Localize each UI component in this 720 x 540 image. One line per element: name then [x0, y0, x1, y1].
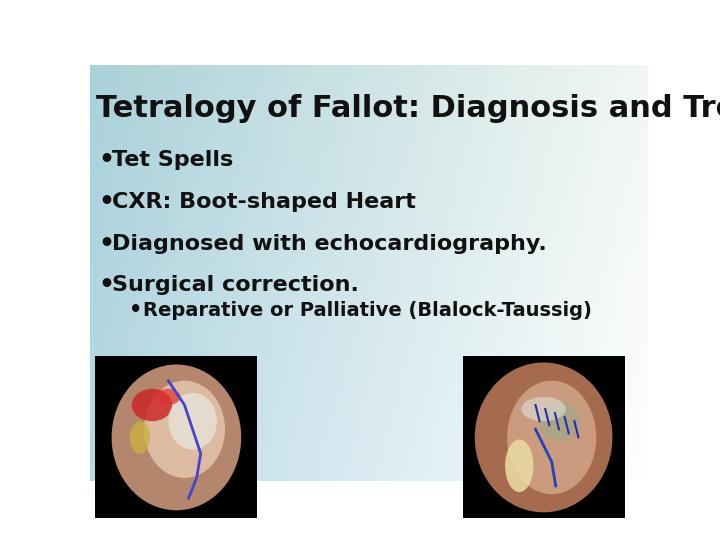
- Ellipse shape: [505, 440, 534, 492]
- Text: Surgical correction.: Surgical correction.: [112, 275, 359, 295]
- Text: Reparative or Palliative (Blalock-Taussig): Reparative or Palliative (Blalock-Taussi…: [143, 301, 592, 320]
- Ellipse shape: [521, 397, 566, 421]
- Text: Tetralogy of Fallot: Diagnosis and Treatment: Tetralogy of Fallot: Diagnosis and Treat…: [96, 94, 720, 123]
- Text: •: •: [99, 148, 114, 172]
- Ellipse shape: [130, 421, 150, 454]
- Ellipse shape: [156, 389, 181, 405]
- Ellipse shape: [144, 381, 225, 478]
- Text: •: •: [129, 300, 143, 320]
- Ellipse shape: [474, 362, 613, 512]
- Text: Diagnosed with echocardiography.: Diagnosed with echocardiography.: [112, 234, 547, 254]
- Ellipse shape: [112, 364, 241, 510]
- Polygon shape: [463, 356, 625, 518]
- Text: •: •: [99, 190, 114, 214]
- Text: •: •: [99, 232, 114, 255]
- Ellipse shape: [168, 393, 217, 449]
- Ellipse shape: [507, 381, 596, 494]
- Text: Tet Spells: Tet Spells: [112, 151, 233, 171]
- Ellipse shape: [539, 401, 580, 442]
- Text: CXR: Boot-shaped Heart: CXR: Boot-shaped Heart: [112, 192, 416, 212]
- Text: •: •: [99, 273, 114, 297]
- Polygon shape: [95, 356, 258, 518]
- Ellipse shape: [132, 389, 172, 421]
